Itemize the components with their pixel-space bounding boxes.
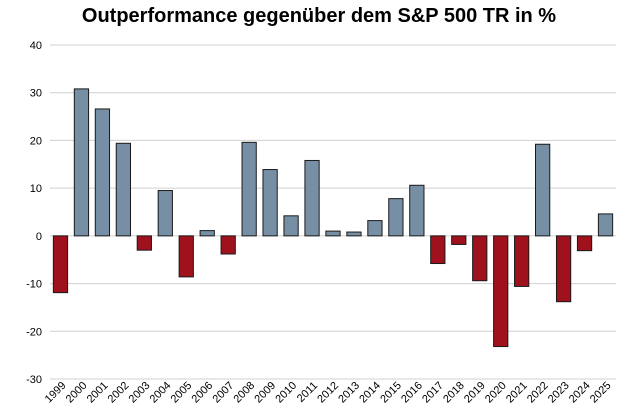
y-tick-label: 40	[30, 40, 42, 52]
y-tick-label: -10	[26, 279, 42, 291]
gridlines	[50, 44, 616, 380]
x-tick-label: 2001	[85, 380, 111, 406]
x-axis-ticks: 1999200020012002200320042005200620072008…	[43, 380, 614, 406]
bar-2022	[535, 143, 551, 237]
x-tick-label: 2024	[567, 380, 593, 406]
bar-2021	[514, 235, 530, 287]
x-tick-label: 2011	[295, 380, 320, 405]
x-tick-label: 2006	[190, 380, 216, 406]
x-tick-label: 2007	[211, 380, 237, 406]
bar-2013	[346, 231, 362, 237]
bars	[52, 88, 614, 348]
x-tick-label: 2017	[420, 380, 446, 406]
x-tick-label: 2020	[483, 380, 509, 406]
bar-2003	[136, 235, 152, 251]
x-tick-label: 2010	[273, 380, 299, 406]
bar-2009	[262, 169, 278, 237]
x-tick-label: 2000	[64, 380, 90, 406]
bar-2008	[241, 141, 257, 237]
bar-2016	[409, 184, 425, 237]
bar-2011	[304, 159, 320, 237]
x-tick-label: 2013	[336, 380, 362, 406]
x-tick-label: 2023	[546, 380, 572, 406]
x-tick-label: 1999	[43, 380, 69, 406]
x-tick-label: 2018	[441, 380, 467, 406]
bar-2020	[493, 235, 509, 348]
x-tick-label: 2025	[588, 380, 614, 406]
y-tick-label: -20	[26, 326, 42, 338]
x-tick-label: 2012	[315, 380, 341, 406]
x-tick-label: 2016	[399, 380, 425, 406]
bar-2018	[451, 235, 467, 245]
y-tick-label: -30	[26, 374, 42, 386]
bar-2005	[178, 235, 194, 278]
y-axis-ticks: 40 30 20 10 0 -10 -20 -30	[26, 40, 42, 386]
bar-2019	[472, 235, 488, 282]
x-tick-label: 2002	[106, 380, 132, 406]
bar-2006	[199, 230, 215, 237]
bar-2025	[597, 213, 614, 237]
x-tick-label: 2003	[127, 380, 153, 406]
bar-2002	[115, 142, 131, 237]
x-tick-label: 2022	[525, 380, 551, 406]
bar-2004	[157, 190, 173, 237]
x-tick-label: 2009	[252, 380, 278, 406]
bar-2017	[430, 235, 446, 265]
x-tick-label: 2015	[378, 380, 404, 406]
bar-2024	[576, 235, 593, 252]
bar-2001	[94, 108, 111, 237]
bar-1999	[52, 235, 69, 294]
bar-2012	[325, 230, 341, 237]
x-tick-label: 2008	[231, 380, 257, 406]
bar-2010	[283, 215, 299, 237]
x-tick-label: 2005	[169, 380, 195, 406]
bar-2015	[388, 198, 404, 237]
x-tick-label: 2014	[357, 380, 383, 406]
y-tick-label: 30	[30, 88, 42, 100]
y-tick-label: 10	[30, 183, 42, 195]
x-tick-label: 2021	[504, 380, 530, 406]
x-tick-label: 2019	[462, 380, 488, 406]
x-tick-label: 2004	[148, 380, 174, 406]
bar-2007	[220, 235, 236, 255]
y-tick-label: 20	[30, 135, 42, 147]
y-tick-label: 0	[36, 231, 42, 243]
bar-2014	[367, 220, 383, 237]
chart-title: Outperformance gegenüber dem S&P 500 TR …	[82, 5, 556, 27]
bar-2023	[555, 235, 572, 303]
bar-2000	[73, 88, 90, 237]
